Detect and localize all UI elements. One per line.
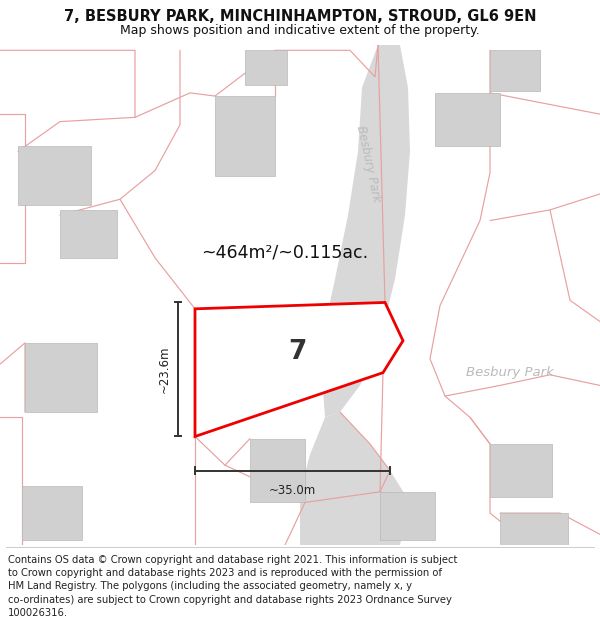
Polygon shape <box>195 302 403 436</box>
Text: ~23.6m: ~23.6m <box>157 346 170 393</box>
Text: to Crown copyright and database rights 2023 and is reproduced with the permissio: to Crown copyright and database rights 2… <box>8 568 442 578</box>
Bar <box>490 444 552 497</box>
Text: 7: 7 <box>288 339 307 365</box>
Text: ~35.0m: ~35.0m <box>269 484 316 498</box>
Bar <box>490 51 540 91</box>
Text: Contains OS data © Crown copyright and database right 2021. This information is : Contains OS data © Crown copyright and d… <box>8 554 457 564</box>
Bar <box>18 146 91 204</box>
Bar <box>500 513 568 572</box>
Polygon shape <box>300 412 410 545</box>
Polygon shape <box>320 45 410 418</box>
Bar <box>250 439 305 503</box>
Text: HM Land Registry. The polygons (including the associated geometry, namely x, y: HM Land Registry. The polygons (includin… <box>8 581 412 591</box>
Bar <box>25 343 97 412</box>
Text: co-ordinates) are subject to Crown copyright and database rights 2023 Ordnance S: co-ordinates) are subject to Crown copyr… <box>8 595 452 605</box>
Text: Besbury Park: Besbury Park <box>466 366 554 379</box>
Text: 100026316.: 100026316. <box>8 608 68 618</box>
Bar <box>22 486 82 539</box>
Text: Besbury Park: Besbury Park <box>353 124 382 204</box>
Text: ~464m²/~0.115ac.: ~464m²/~0.115ac. <box>202 244 368 261</box>
Bar <box>215 96 275 176</box>
Text: 7, BESBURY PARK, MINCHINHAMPTON, STROUD, GL6 9EN: 7, BESBURY PARK, MINCHINHAMPTON, STROUD,… <box>64 9 536 24</box>
Bar <box>245 51 287 86</box>
Bar <box>435 93 500 146</box>
Bar <box>60 210 117 258</box>
Bar <box>380 492 435 539</box>
Text: Map shows position and indicative extent of the property.: Map shows position and indicative extent… <box>120 24 480 37</box>
